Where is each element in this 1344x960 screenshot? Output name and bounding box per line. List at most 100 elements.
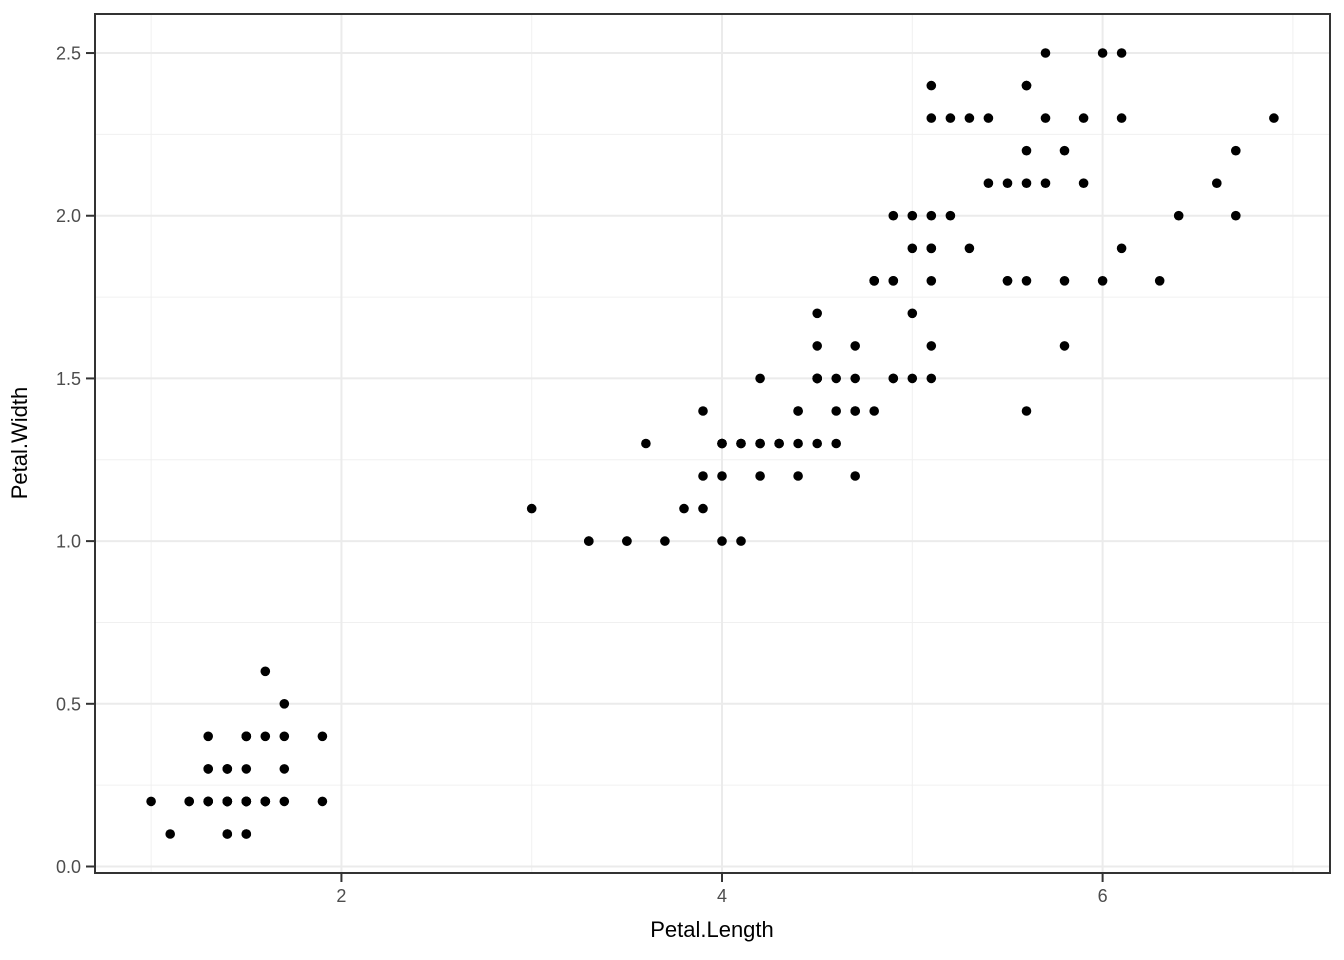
data-point bbox=[793, 471, 803, 481]
data-point bbox=[793, 438, 803, 449]
data-point bbox=[279, 731, 290, 742]
data-point bbox=[1059, 276, 1070, 286]
data-point bbox=[812, 373, 822, 384]
data-point bbox=[1040, 178, 1051, 188]
data-point bbox=[622, 536, 632, 546]
data-point bbox=[983, 178, 994, 188]
data-point bbox=[1116, 48, 1127, 58]
grid-major-lines bbox=[95, 14, 1330, 873]
data-point bbox=[831, 438, 841, 449]
y-tick-label: 0.5 bbox=[56, 694, 81, 714]
data-point bbox=[222, 764, 233, 774]
data-point bbox=[1269, 113, 1279, 123]
data-point bbox=[850, 406, 860, 416]
data-point bbox=[869, 276, 879, 286]
y-tick-label: 1.0 bbox=[56, 532, 81, 552]
data-point bbox=[1231, 145, 1241, 156]
data-point bbox=[850, 373, 860, 384]
panel-border bbox=[94, 13, 1331, 874]
data-point bbox=[1059, 341, 1070, 351]
data-point bbox=[774, 438, 784, 449]
data-point bbox=[888, 373, 899, 384]
data-point bbox=[1040, 113, 1051, 123]
data-point bbox=[260, 796, 271, 807]
y-tick-label: 0.0 bbox=[56, 857, 81, 877]
data-point bbox=[926, 341, 937, 351]
data-point bbox=[717, 471, 727, 481]
data-point bbox=[850, 471, 860, 481]
data-point bbox=[222, 829, 233, 839]
x-tick-label: 4 bbox=[717, 886, 727, 906]
data-point bbox=[203, 764, 213, 774]
data-point bbox=[1021, 276, 1032, 286]
data-point bbox=[736, 536, 746, 546]
data-point bbox=[1040, 48, 1051, 58]
data-point bbox=[279, 796, 290, 807]
data-point bbox=[1021, 145, 1032, 156]
data-point bbox=[850, 341, 860, 351]
data-point bbox=[1078, 113, 1089, 123]
data-point bbox=[241, 829, 252, 839]
grid-minor-lines bbox=[95, 14, 1330, 873]
data-point bbox=[964, 243, 975, 254]
data-point bbox=[755, 373, 765, 384]
data-point bbox=[926, 80, 937, 91]
data-point bbox=[907, 308, 918, 319]
data-point bbox=[983, 113, 994, 123]
data-point bbox=[584, 536, 594, 546]
axis-tick-labels: 2 4 6 0.0 0.5 1.0 1.5 2.0 2.5 bbox=[56, 44, 1108, 906]
data-point bbox=[184, 796, 194, 807]
data-point bbox=[1116, 113, 1127, 123]
data-point bbox=[241, 731, 252, 742]
data-point bbox=[1097, 276, 1108, 286]
data-point bbox=[1116, 243, 1127, 254]
data-point bbox=[1002, 276, 1013, 286]
data-point bbox=[279, 699, 290, 709]
data-point bbox=[926, 373, 937, 384]
data-point bbox=[260, 731, 271, 742]
data-point bbox=[660, 536, 670, 546]
data-point bbox=[1173, 210, 1184, 221]
data-point bbox=[222, 796, 233, 807]
x-tick-label: 2 bbox=[336, 886, 346, 906]
data-point bbox=[812, 341, 822, 351]
y-axis-title: Petal.Width bbox=[7, 387, 32, 500]
data-point bbox=[203, 796, 213, 807]
data-point bbox=[317, 796, 328, 807]
data-point bbox=[698, 503, 708, 514]
axis-tick-marks bbox=[86, 52, 1104, 882]
data-point bbox=[831, 373, 841, 384]
data-point bbox=[926, 113, 937, 123]
data-point bbox=[831, 406, 841, 416]
data-point bbox=[888, 276, 899, 286]
data-point bbox=[698, 406, 708, 416]
data-point bbox=[1154, 276, 1165, 286]
y-tick-label: 1.5 bbox=[56, 369, 81, 389]
data-point bbox=[241, 796, 252, 807]
data-point bbox=[165, 829, 175, 839]
data-point bbox=[945, 113, 956, 123]
data-point bbox=[717, 438, 727, 449]
data-point bbox=[1021, 178, 1032, 188]
data-point bbox=[641, 438, 651, 449]
data-point bbox=[146, 796, 156, 807]
data-point bbox=[793, 406, 803, 416]
data-point bbox=[1059, 145, 1070, 156]
data-point bbox=[812, 438, 822, 449]
data-points bbox=[146, 48, 1279, 839]
data-point bbox=[888, 210, 899, 221]
y-tick-label: 2.0 bbox=[56, 206, 81, 226]
data-point bbox=[1021, 406, 1032, 416]
data-point bbox=[1002, 178, 1013, 188]
data-point bbox=[1231, 210, 1241, 221]
data-point bbox=[1078, 178, 1089, 188]
data-point bbox=[1097, 48, 1108, 58]
data-point bbox=[907, 210, 918, 221]
data-point bbox=[926, 210, 937, 221]
data-point bbox=[279, 764, 290, 774]
data-point bbox=[260, 666, 271, 677]
data-point bbox=[203, 731, 213, 742]
data-point bbox=[926, 276, 937, 286]
